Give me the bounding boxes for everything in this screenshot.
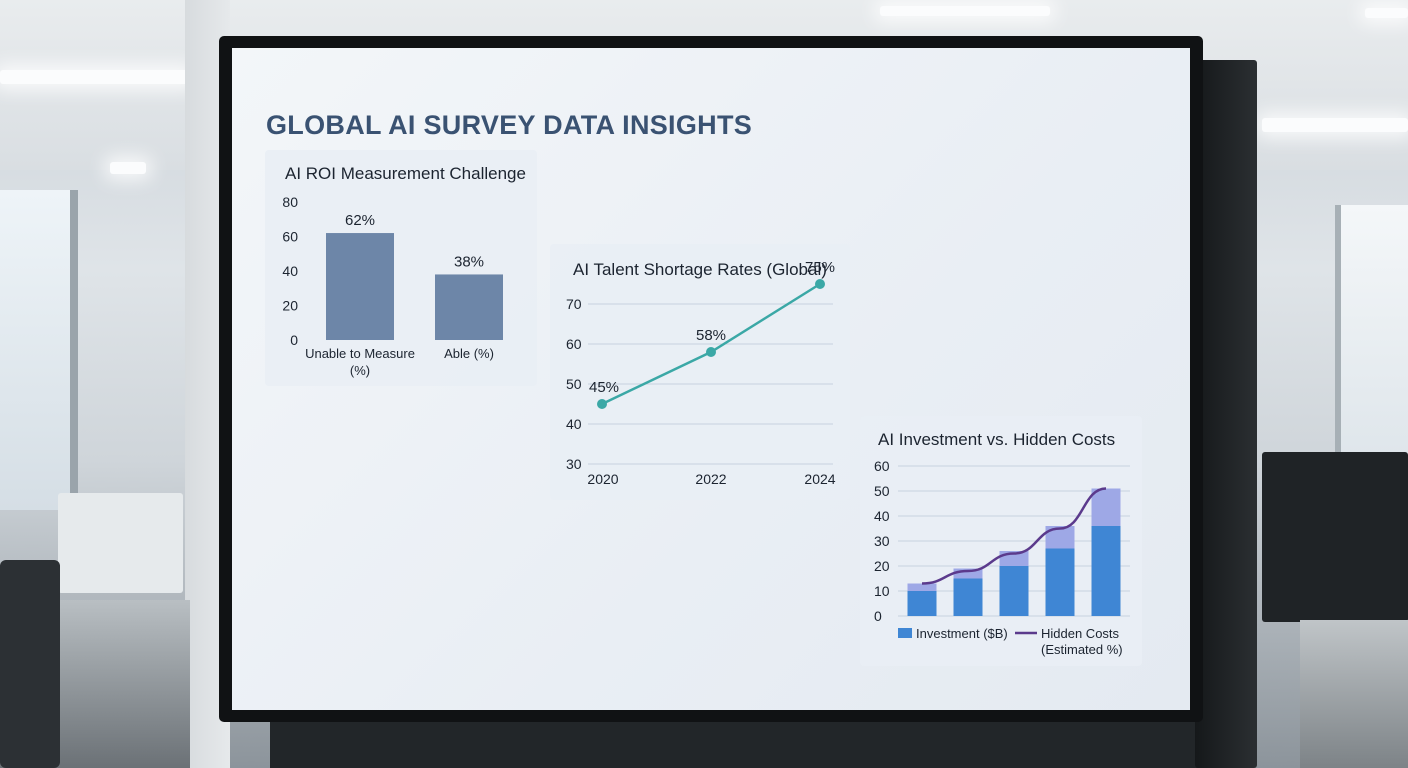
office-desk (1300, 620, 1408, 768)
display-stand (270, 720, 1215, 768)
x-tick-label: 2022 (695, 471, 726, 487)
bar-hidden-costs (1045, 526, 1075, 549)
bar-hidden-costs (1091, 488, 1121, 526)
x-tick-label: (%) (350, 363, 370, 378)
data-point (815, 279, 825, 289)
data-label: 45% (589, 379, 619, 396)
office-chair (0, 560, 60, 768)
y-tick-label: 40 (566, 416, 582, 432)
investment-chart-title: AI Investment vs. Hidden Costs (878, 430, 1116, 449)
x-tick-label: 2024 (804, 471, 835, 487)
data-label: 38% (454, 253, 484, 270)
y-tick-label: 50 (874, 483, 890, 499)
display-back (1195, 60, 1257, 768)
bar-investment (999, 566, 1029, 616)
y-tick-label: 0 (874, 608, 882, 624)
bar (435, 274, 503, 340)
talent-chart-title: AI Talent Shortage Rates (Global) (573, 260, 827, 279)
talent-chart-card: AI Talent Shortage Rates (Global) 30 40 50… (550, 244, 850, 500)
investment-chart: 0 10 20 30 40 50 60 Investment ($B) Hidden Costs… (874, 458, 1130, 657)
x-tick-label: Unable to Measure (305, 346, 415, 361)
y-tick-label: 10 (874, 583, 890, 599)
x-tick-label: 2020 (587, 471, 618, 487)
y-tick-label: 60 (874, 458, 890, 474)
x-tick-label: Able (%) (444, 346, 494, 361)
data-label: 58% (696, 327, 726, 344)
bar-hidden-costs (907, 583, 937, 591)
y-tick-label: 40 (282, 263, 298, 279)
roi-chart-title: AI ROI Measurement Challenge (285, 164, 526, 183)
office-window (0, 190, 78, 510)
background-monitor (58, 493, 183, 593)
data-point (706, 347, 716, 357)
y-tick-label: 60 (282, 229, 298, 245)
bar-investment (1045, 548, 1075, 616)
y-tick-label: 0 (290, 332, 298, 348)
data-label: 75% (805, 259, 835, 276)
ceiling-light (1262, 118, 1408, 132)
y-tick-label: 40 (874, 508, 890, 524)
ceiling-light (0, 70, 190, 84)
y-tick-label: 70 (566, 296, 582, 312)
page-title: GLOBAL AI SURVEY DATA INSIGHTS (266, 110, 753, 140)
y-tick-label: 20 (282, 298, 298, 314)
investment-chart-card: AI Investment vs. Hidden Costs 0 10 20 30 40… (860, 416, 1142, 666)
y-tick-label: 30 (566, 456, 582, 472)
bar-investment (907, 591, 937, 616)
data-point (597, 399, 607, 409)
y-tick-label: 50 (566, 376, 582, 392)
ceiling-light (880, 6, 1050, 16)
data-label: 62% (345, 212, 375, 229)
talent-chart: 30 40 50 60 70 45% 2020 58% 2022 75% 2024 (566, 259, 836, 487)
bar-investment (953, 578, 983, 616)
bar (326, 233, 394, 340)
bar-investment (1091, 526, 1121, 616)
ceiling-light (1365, 8, 1408, 18)
roi-chart: 0 20 40 60 80 62% Unable to Measure (%) 38% Able … (282, 194, 503, 378)
y-tick-label: 20 (874, 558, 890, 574)
office-window (1335, 205, 1408, 455)
ceiling-light (110, 162, 146, 174)
legend-label: (Estimated %) (1041, 642, 1123, 657)
display-screen: GLOBAL AI SURVEY DATA INSIGHTS AI ROI Me… (232, 48, 1190, 710)
bar-hidden-costs (953, 568, 983, 579)
y-tick-label: 80 (282, 194, 298, 210)
background-monitor (1262, 452, 1408, 622)
y-tick-label: 60 (566, 336, 582, 352)
legend-marker-investment (898, 628, 912, 638)
legend-label: Hidden Costs (1041, 626, 1120, 641)
roi-chart-card: AI ROI Measurement Challenge 0 20 40 60 80 62… (265, 150, 537, 386)
y-tick-label: 30 (874, 533, 890, 549)
legend-label: Investment ($B) (916, 626, 1008, 641)
hidden-costs-line (921, 487, 1107, 585)
